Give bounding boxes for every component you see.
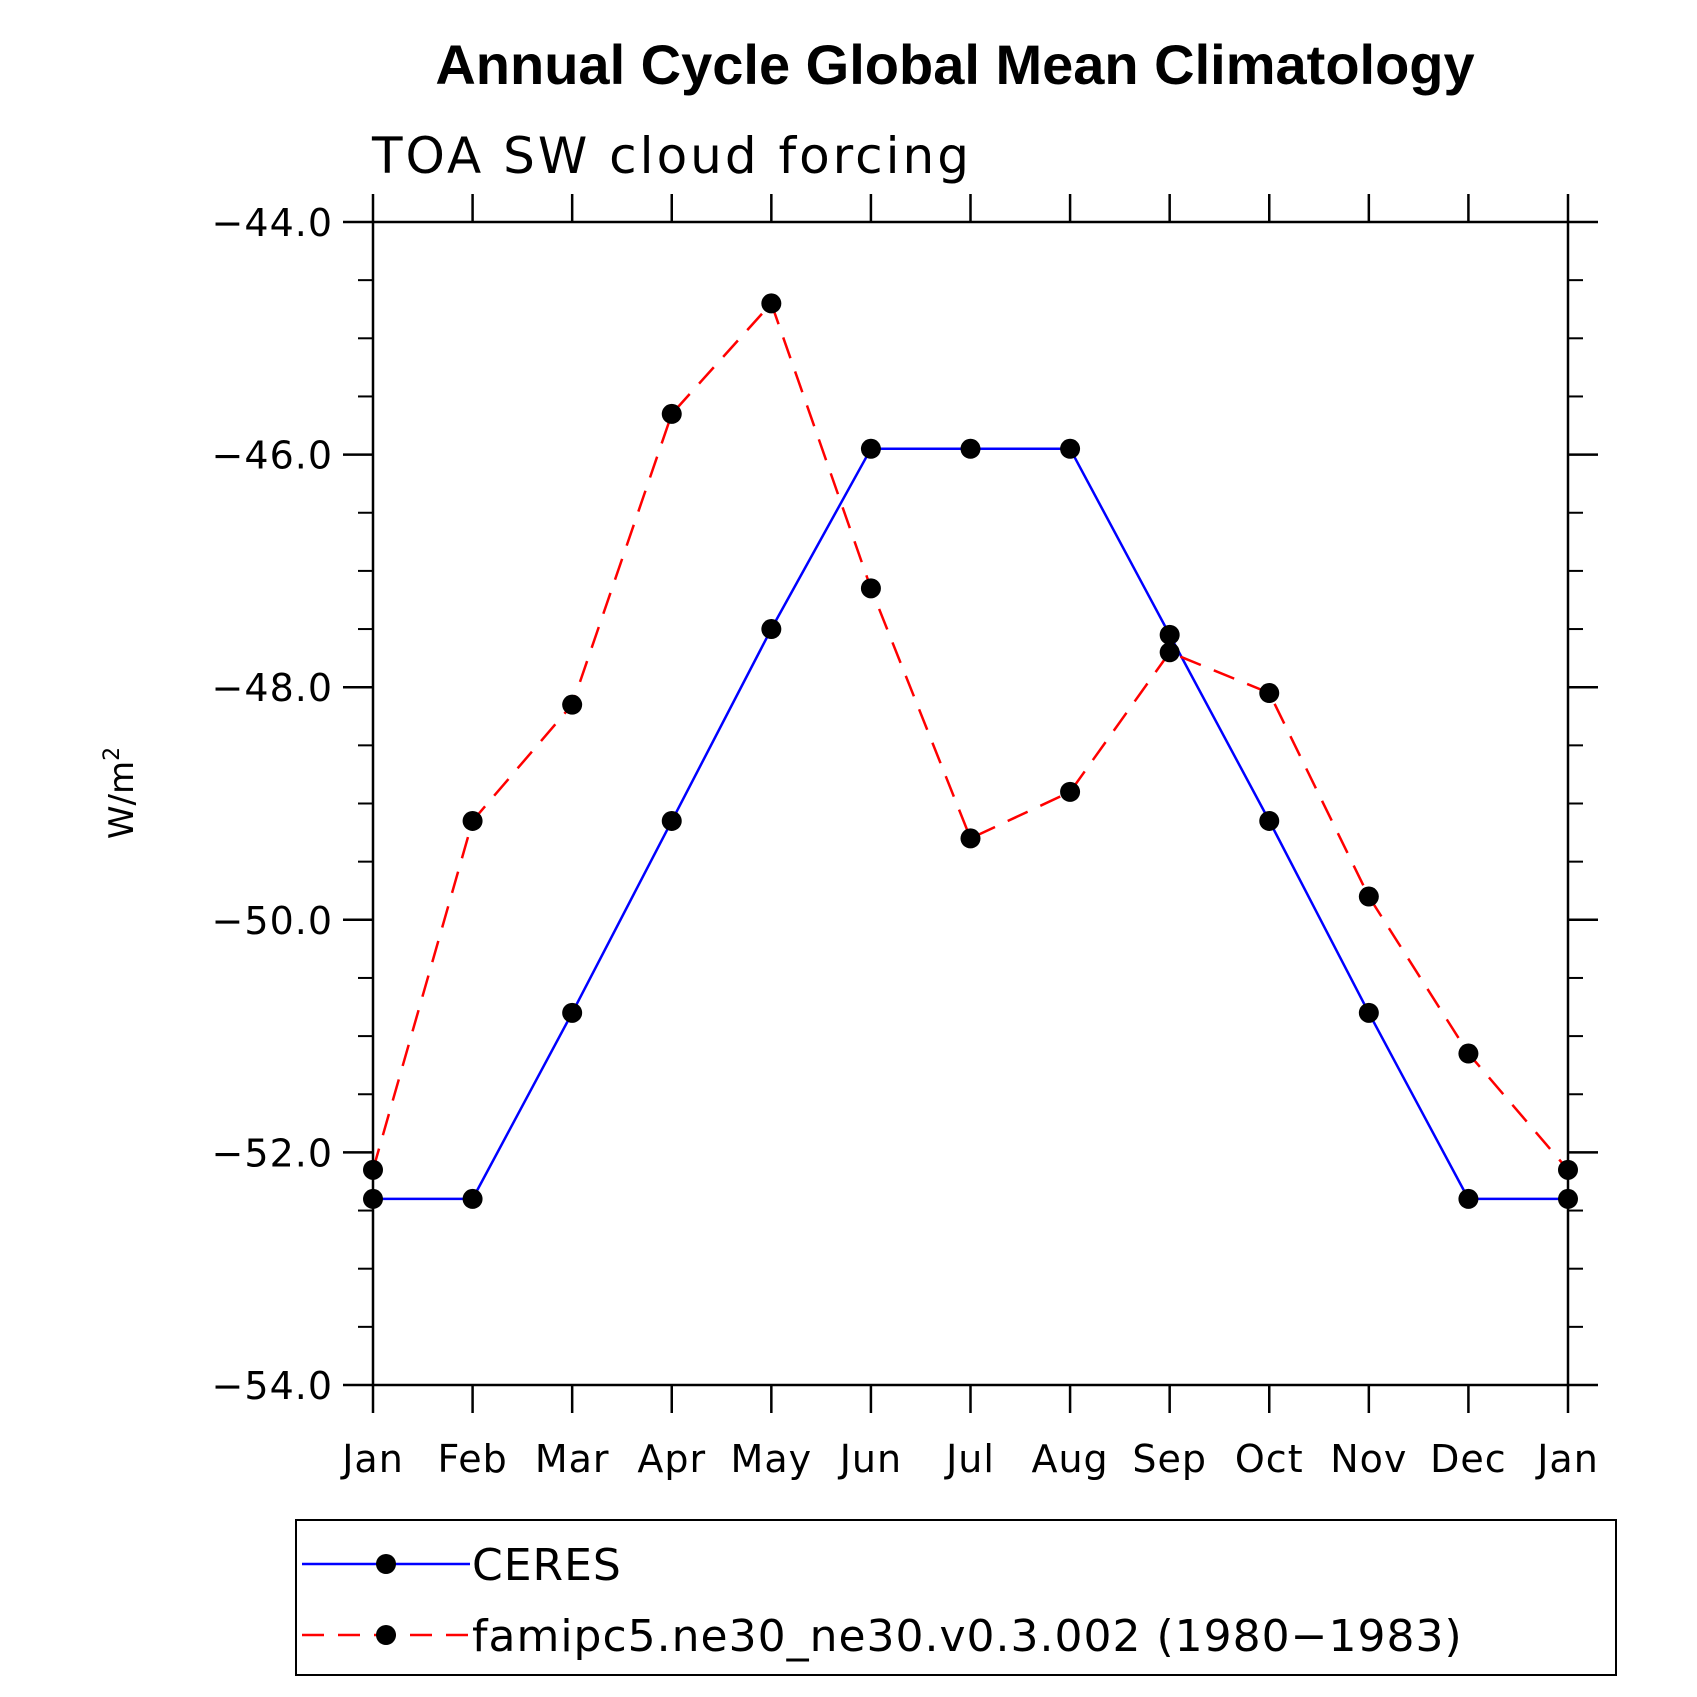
x-tick-label: Oct — [1235, 1437, 1304, 1481]
data-point-ceres — [1458, 1188, 1479, 1209]
legend: CERES famipc5.ne30_ne30.v0.3.002 (1980−1… — [295, 1519, 1617, 1676]
chart-subtitle: TOA SW cloud forcing — [371, 127, 972, 185]
svg-text:W/m2: W/m2 — [100, 747, 142, 839]
x-tick-label: Jan — [1535, 1437, 1599, 1481]
x-tick-label: Jan — [340, 1437, 404, 1481]
data-point-model — [761, 293, 782, 314]
x-tick-label: Nov — [1330, 1437, 1407, 1481]
data-point-ceres — [462, 1188, 483, 1209]
y-tick-label: −50.0 — [212, 899, 333, 943]
data-point-model — [1259, 683, 1280, 704]
data-point-ceres — [1159, 624, 1180, 645]
legend-label-model: famipc5.ne30_ne30.v0.3.002 (1980−1983) — [472, 1611, 1463, 1662]
y-tick-label: −52.0 — [212, 1131, 333, 1175]
x-tick-label: Mar — [535, 1437, 610, 1481]
chart-title: Annual Cycle Global Mean Climatology — [435, 33, 1474, 96]
legend-marker-model — [376, 1625, 396, 1645]
x-tick-label: Apr — [637, 1437, 706, 1481]
series-lines — [371, 302, 1569, 1201]
data-point-ceres — [1060, 438, 1081, 459]
x-tick-label: May — [731, 1437, 813, 1481]
x-tick-label: Dec — [1430, 1437, 1507, 1481]
data-point-ceres — [1259, 810, 1280, 831]
series-markers — [363, 293, 1578, 1209]
y-tick-label: −54.0 — [212, 1364, 333, 1408]
y-tick-label: −48.0 — [212, 666, 333, 710]
plot-area-frame — [371, 220, 1570, 1387]
data-point-model — [661, 403, 682, 424]
data-point-model — [1060, 781, 1081, 802]
legend-label-ceres: CERES — [472, 1540, 622, 1591]
x-tick-label: Feb — [437, 1437, 507, 1481]
data-point-ceres — [363, 1188, 383, 1209]
data-point-ceres — [860, 438, 881, 459]
x-tick-label: Jul — [944, 1437, 995, 1481]
data-point-ceres — [1358, 1002, 1379, 1023]
y-axis-label-superscript: 2 — [100, 747, 125, 761]
data-point-model — [1558, 1159, 1578, 1180]
y-tick-label: −46.0 — [212, 434, 333, 478]
y-axis-label: W/m2 — [100, 747, 142, 839]
y-axis-label-text: W/m — [102, 761, 142, 839]
data-point-model — [860, 578, 881, 599]
legend-frame — [295, 1519, 1617, 1676]
data-point-model — [562, 694, 583, 715]
data-point-model — [363, 1159, 383, 1180]
legend-marker-ceres — [376, 1554, 396, 1574]
data-point-ceres — [761, 619, 782, 640]
x-tick-label: Aug — [1031, 1437, 1108, 1481]
data-point-model — [1458, 1043, 1479, 1064]
series-line-ceres — [373, 447, 1568, 1201]
data-point-model — [1159, 642, 1180, 663]
data-point-model — [1358, 886, 1379, 907]
y-tick-label: −44.0 — [212, 201, 333, 245]
data-point-model — [960, 828, 981, 849]
data-point-ceres — [960, 438, 981, 459]
x-tick-label: Jun — [838, 1437, 902, 1481]
data-point-model — [462, 810, 483, 831]
data-point-ceres — [562, 1002, 583, 1023]
data-point-ceres — [661, 810, 682, 831]
data-point-ceres — [1558, 1188, 1578, 1209]
x-tick-label: Sep — [1132, 1437, 1207, 1481]
series-line-model — [371, 302, 1569, 1171]
